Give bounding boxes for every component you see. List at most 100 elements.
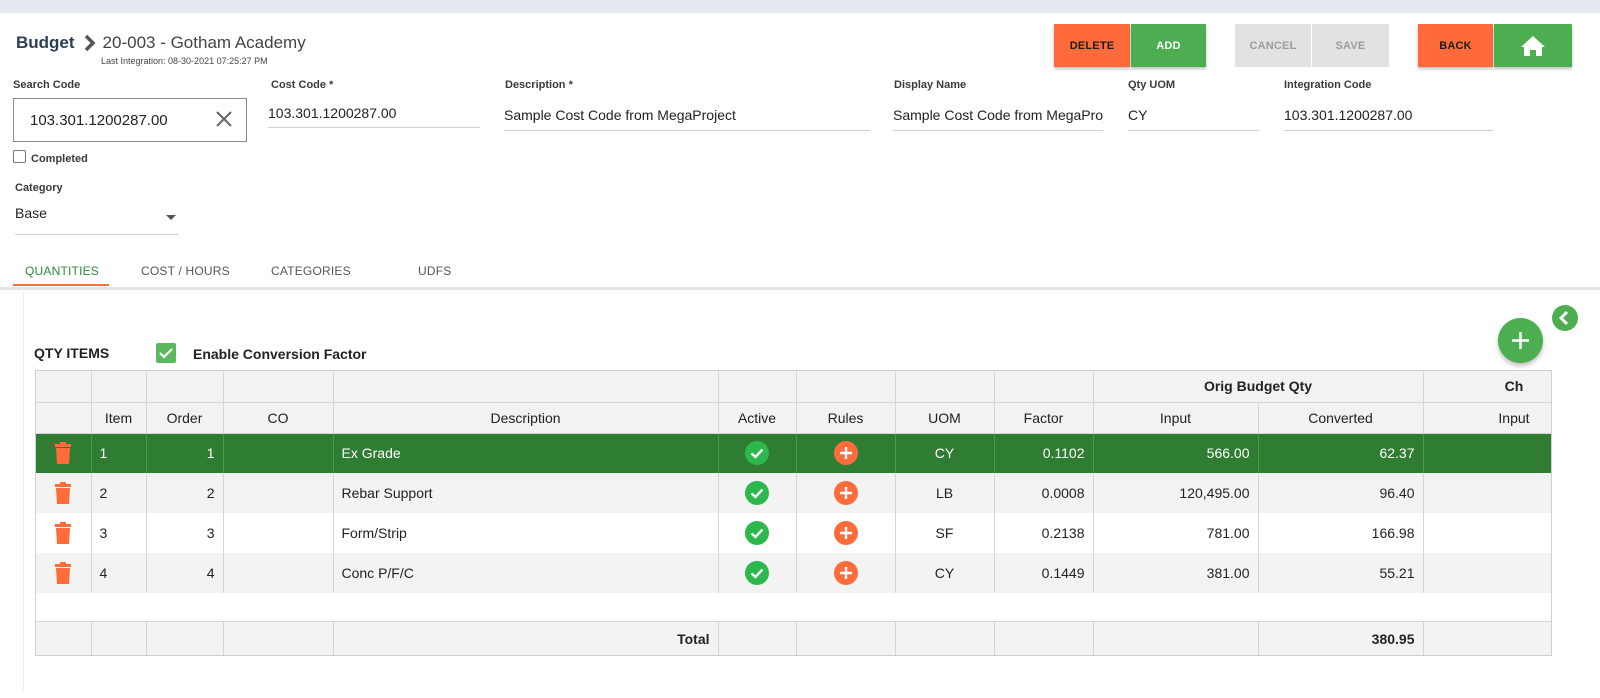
input-cell[interactable]: 381.00 (1093, 553, 1259, 593)
uom-cell[interactable]: CY (895, 433, 995, 473)
back-button[interactable]: BACK (1418, 24, 1493, 67)
add-button[interactable]: ADD (1131, 24, 1206, 67)
table-row[interactable]: 2 2 Rebar Support LB 0.0008 120,495.00 9… (36, 473, 1551, 513)
item-cell[interactable]: 3 (91, 513, 147, 553)
check-circle-icon[interactable] (745, 561, 769, 585)
description-cell[interactable]: Form/Strip (333, 513, 719, 553)
description-cell[interactable]: Ex Grade (333, 433, 719, 473)
rules-cell[interactable] (796, 473, 896, 513)
delete-cell[interactable] (36, 433, 92, 473)
change-input-cell[interactable] (1423, 553, 1551, 593)
add-row-button[interactable] (1498, 318, 1543, 363)
input-column-header[interactable]: Input (1093, 402, 1259, 434)
tab-categories[interactable]: CATEGORIES (271, 264, 351, 278)
add-rule-icon[interactable] (833, 481, 858, 505)
co-column-header[interactable]: CO (223, 402, 334, 434)
delete-button[interactable]: DELETE (1054, 24, 1130, 67)
completed-checkbox[interactable] (13, 150, 26, 163)
delete-cell[interactable] (36, 473, 92, 513)
active-cell[interactable] (718, 513, 797, 553)
trash-icon[interactable] (54, 442, 72, 465)
active-cell[interactable] (718, 473, 797, 513)
trash-icon[interactable] (54, 562, 72, 584)
converted-column-header[interactable]: Converted (1258, 402, 1424, 434)
uom-column-header[interactable]: UOM (895, 402, 995, 434)
description-cell[interactable]: Rebar Support (333, 473, 719, 513)
order-column-header[interactable]: Order (146, 402, 224, 434)
item-cell[interactable]: 1 (91, 433, 147, 473)
qty-uom-field[interactable]: CY (1128, 103, 1259, 131)
description-cell[interactable]: Conc P/F/C (333, 553, 719, 593)
breadcrumb-root[interactable]: Budget (16, 33, 75, 52)
clear-icon[interactable] (214, 109, 234, 129)
item-cell[interactable]: 4 (91, 553, 147, 593)
factor-cell[interactable]: 0.1449 (994, 553, 1094, 593)
item-column-header[interactable]: Item (91, 402, 147, 434)
trash-icon[interactable] (54, 522, 72, 544)
add-rule-icon[interactable] (833, 561, 858, 585)
change-input-cell[interactable] (1423, 473, 1551, 513)
order-cell[interactable]: 4 (146, 553, 224, 593)
home-button[interactable] (1494, 24, 1572, 67)
converted-cell[interactable]: 166.98 (1258, 513, 1424, 553)
input-cell[interactable]: 781.00 (1093, 513, 1259, 553)
order-cell[interactable]: 1 (146, 433, 224, 473)
factor-cell[interactable]: 0.0008 (994, 473, 1094, 513)
description-field[interactable]: Sample Cost Code from MegaProject (504, 103, 870, 131)
uom-cell[interactable]: CY (895, 553, 995, 593)
change-input-column-header[interactable]: Input (1423, 402, 1551, 434)
delete-cell[interactable] (36, 513, 92, 553)
uom-cell[interactable]: SF (895, 513, 995, 553)
input-cell[interactable]: 566.00 (1093, 433, 1259, 473)
search-code-input[interactable]: 103.301.1200287.00 (13, 98, 247, 142)
input-cell[interactable]: 120,495.00 (1093, 473, 1259, 513)
conversion-factor-checkbox[interactable] (156, 343, 176, 363)
item-cell[interactable]: 2 (91, 473, 147, 513)
co-cell[interactable] (223, 513, 334, 553)
rules-cell[interactable] (796, 513, 896, 553)
check-circle-icon[interactable] (745, 441, 769, 466)
add-rule-icon[interactable] (833, 441, 858, 466)
co-cell[interactable] (223, 553, 334, 593)
cost-code-field[interactable]: 103.301.1200287.00 (268, 101, 480, 128)
co-cell[interactable] (223, 473, 334, 513)
active-cell[interactable] (718, 433, 797, 473)
factor-cell[interactable]: 0.1102 (994, 433, 1094, 473)
change-input-cell[interactable] (1423, 513, 1551, 553)
collapse-panel-button[interactable] (1552, 305, 1578, 331)
save-button[interactable]: SAVE (1312, 24, 1389, 67)
converted-cell[interactable]: 96.40 (1258, 473, 1424, 513)
rules-cell[interactable] (796, 433, 896, 473)
converted-cell[interactable]: 55.21 (1258, 553, 1424, 593)
search-code-value: 103.301.1200287.00 (30, 112, 168, 129)
category-select[interactable]: Base (15, 205, 178, 235)
order-cell[interactable]: 2 (146, 473, 224, 513)
trash-icon[interactable] (54, 482, 72, 504)
cancel-button[interactable]: CANCEL (1235, 24, 1311, 67)
converted-cell[interactable]: 62.37 (1258, 433, 1424, 473)
top-strip (0, 0, 1600, 13)
tab-udfs[interactable]: UDFS (418, 264, 452, 278)
add-rule-icon[interactable] (833, 521, 858, 545)
active-column-header[interactable]: Active (718, 402, 797, 434)
description-column-header[interactable]: Description (333, 402, 719, 434)
delete-cell[interactable] (36, 553, 92, 593)
table-row[interactable]: 4 4 Conc P/F/C CY 0.1449 381.00 55.21 (36, 553, 1551, 593)
tab-quantities[interactable]: QUANTITIES (25, 264, 100, 278)
check-circle-icon[interactable] (745, 521, 769, 545)
co-cell[interactable] (223, 433, 334, 473)
active-cell[interactable] (718, 553, 797, 593)
display-name-field[interactable]: Sample Cost Code from MegaProject (893, 103, 1103, 131)
rules-cell[interactable] (796, 553, 896, 593)
change-input-cell[interactable] (1423, 433, 1551, 473)
factor-column-header[interactable]: Factor (994, 402, 1094, 434)
order-cell[interactable]: 3 (146, 513, 224, 553)
check-circle-icon[interactable] (745, 481, 769, 505)
factor-cell[interactable]: 0.2138 (994, 513, 1094, 553)
tab-cost-hours[interactable]: COST / HOURS (141, 264, 230, 278)
table-row[interactable]: 3 3 Form/Strip SF 0.2138 781.00 166.98 (36, 513, 1551, 553)
table-row[interactable]: 1 1 Ex Grade CY 0.1102 566.00 62.37 (36, 433, 1551, 473)
uom-cell[interactable]: LB (895, 473, 995, 513)
integration-code-field[interactable]: 103.301.1200287.00 (1284, 103, 1493, 131)
rules-column-header[interactable]: Rules (796, 402, 896, 434)
